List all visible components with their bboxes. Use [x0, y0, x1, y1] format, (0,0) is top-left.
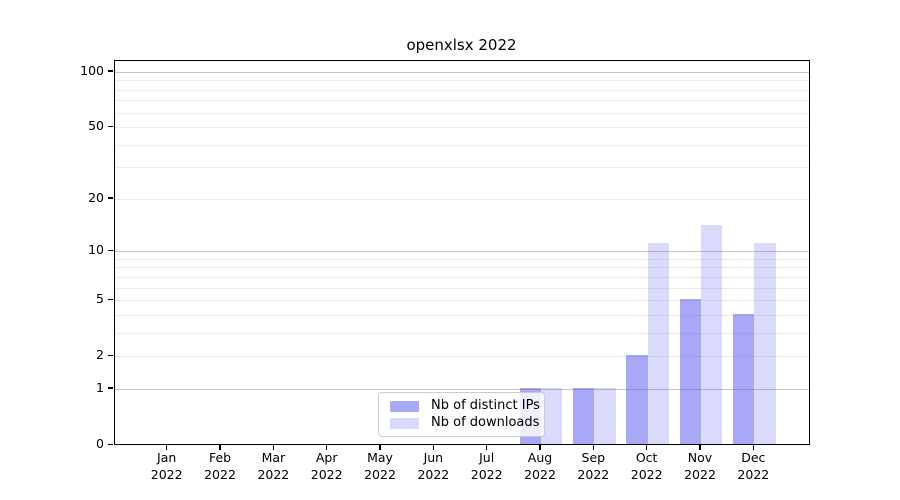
x-tick-mark [699, 445, 701, 450]
chart-title: openxlsx 2022 [406, 36, 517, 54]
bar-downloads [701, 225, 723, 444]
gridline-minor [115, 300, 809, 302]
gridline-minor [115, 167, 809, 169]
x-tick-label: Jul 2022 [470, 450, 503, 482]
gridline-minor [115, 287, 809, 289]
gridline-minor [115, 332, 809, 334]
gridline-minor [115, 112, 809, 114]
x-tick-label: Sep 2022 [577, 450, 610, 482]
x-tick-mark [485, 445, 488, 450]
legend-item-downloads: Nb of downloads [390, 416, 544, 430]
gridline-minor [115, 276, 809, 278]
gridline-major [115, 388, 809, 390]
x-tick-label: Apr 2022 [310, 450, 343, 482]
x-tick-mark [645, 445, 648, 450]
y-tick-mark [108, 387, 113, 389]
y-tick-mark [108, 125, 113, 128]
gridline-minor [115, 89, 809, 91]
y-tick-mark [108, 197, 113, 199]
x-tick-mark [539, 445, 541, 450]
x-tick-mark [325, 445, 328, 450]
x-tick-mark [752, 445, 755, 450]
gridline-major [115, 251, 809, 253]
x-tick-label: Mar 2022 [257, 450, 290, 482]
gridline-minor [115, 356, 809, 358]
gridline-minor [115, 198, 809, 200]
legend-swatch-downloads-icon [390, 417, 419, 429]
y-tick-label: 100 [80, 62, 104, 78]
x-tick-label: Feb 2022 [204, 450, 236, 482]
plot-area [114, 60, 810, 445]
x-tick-mark [379, 445, 381, 450]
bar-downloads [647, 243, 669, 444]
x-tick-label: Oct 2022 [630, 450, 663, 482]
x-tick-mark [272, 445, 275, 450]
x-tick-label: Jan 2022 [150, 450, 183, 482]
y-tick-label: 0 [96, 436, 104, 451]
bar-downloads [754, 243, 776, 444]
x-tick-label: Aug 2022 [524, 450, 556, 482]
gridline-minor [115, 100, 809, 102]
x-tick-mark [592, 445, 595, 450]
bar-downloads [594, 387, 616, 444]
y-tick-mark [108, 70, 113, 72]
bar-distinct-ips [733, 313, 755, 444]
y-tick-label: 10 [88, 242, 104, 258]
gridline-minor [115, 267, 809, 269]
legend: Nb of distinct IPs Nb of downloads [378, 392, 545, 437]
gridline-minor [115, 127, 809, 129]
x-tick-label: Nov 2022 [684, 450, 716, 482]
x-tick-label: May 2022 [364, 450, 396, 482]
x-tick-label: Dec 2022 [737, 450, 770, 482]
bar-distinct-ips [573, 387, 595, 444]
legend-swatch-ips-icon [390, 400, 419, 412]
x-tick-mark [432, 445, 435, 450]
legend-item-distinct-ips: Nb of distinct IPs [390, 399, 544, 413]
bar-distinct-ips [679, 299, 701, 444]
x-tick-mark [219, 445, 221, 450]
y-tick-mark [108, 443, 113, 445]
legend-label: Nb of downloads [431, 415, 540, 430]
gridline-minor [115, 80, 809, 82]
y-tick-label: 20 [88, 189, 104, 205]
x-tick-mark [166, 445, 168, 450]
y-tick-mark [108, 354, 113, 357]
y-tick-mark [108, 298, 113, 301]
gridline-minor [115, 144, 809, 146]
bar-downloads [541, 387, 563, 444]
y-tick-mark [108, 249, 113, 252]
gridline-minor [115, 258, 809, 260]
bar-distinct-ips [626, 355, 648, 444]
gridline-major [115, 71, 809, 73]
legend-label: Nb of distinct IPs [431, 398, 540, 413]
y-tick-label: 5 [96, 291, 104, 307]
y-tick-label: 2 [96, 347, 104, 363]
y-tick-label: 50 [88, 118, 104, 134]
x-tick-label: Jun 2022 [417, 450, 450, 482]
y-tick-label: 1 [96, 379, 104, 395]
gridline-minor [115, 314, 809, 316]
